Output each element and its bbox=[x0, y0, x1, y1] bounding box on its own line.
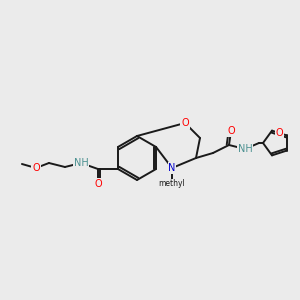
Text: O: O bbox=[32, 163, 40, 173]
Text: methyl: methyl bbox=[159, 179, 185, 188]
Text: NH: NH bbox=[238, 144, 252, 154]
Text: O: O bbox=[181, 118, 189, 128]
Text: O: O bbox=[94, 179, 102, 189]
Text: N: N bbox=[168, 163, 176, 173]
Text: NH: NH bbox=[74, 158, 88, 168]
Text: O: O bbox=[227, 126, 235, 136]
Text: O: O bbox=[275, 128, 283, 138]
